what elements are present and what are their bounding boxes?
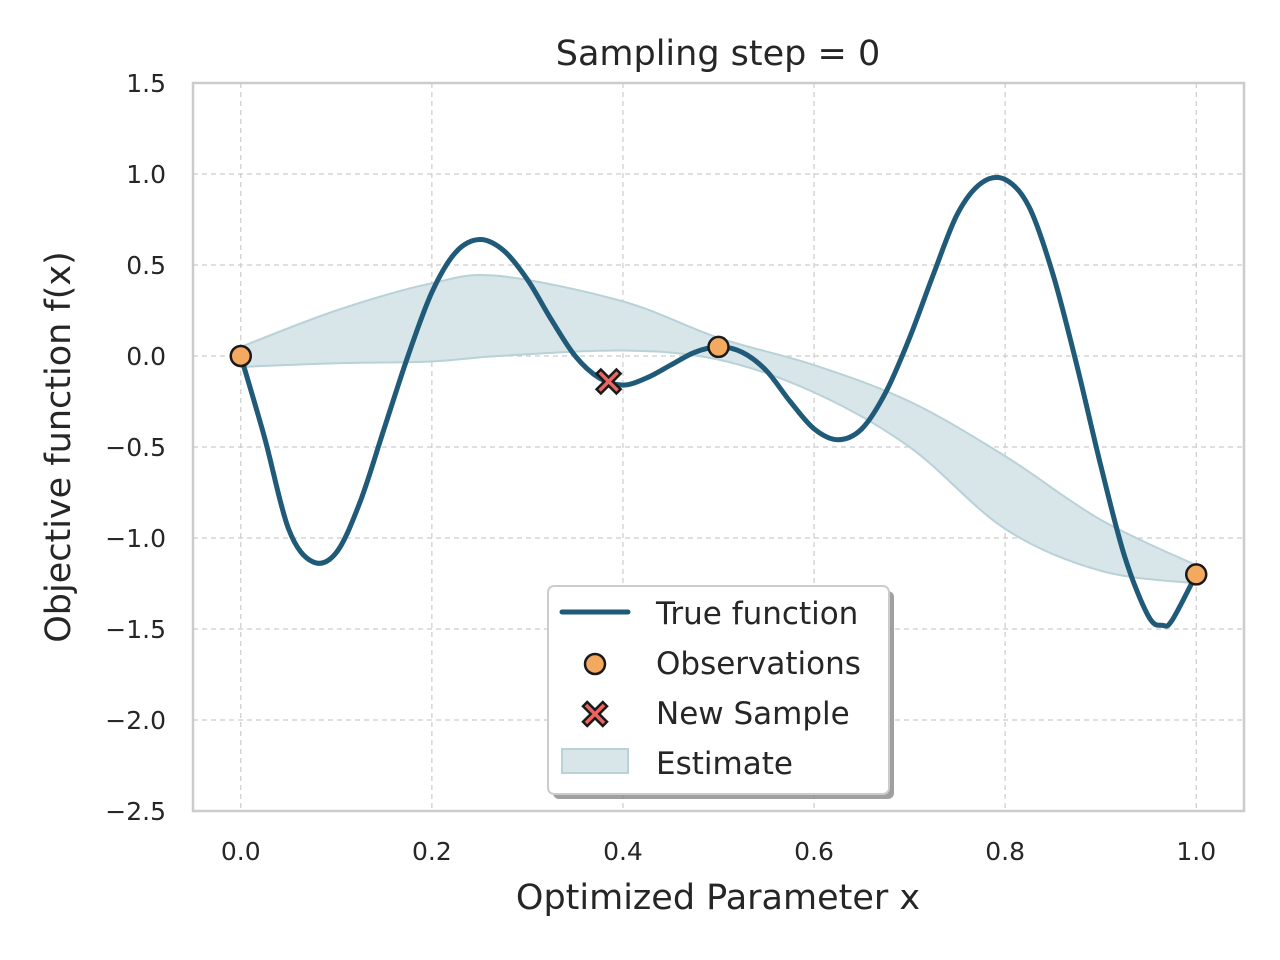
true-function-path (238, 174, 1199, 629)
x-tick-label: 0.0 (221, 837, 261, 866)
x-tick-label: 0.2 (412, 837, 452, 866)
legend-label: True function (655, 596, 858, 632)
legend-label: New Sample (656, 696, 850, 732)
x-tick-label: 0.6 (794, 837, 834, 866)
y-tick-label: −1.0 (105, 524, 166, 553)
legend-label: Observations (656, 646, 861, 682)
y-axis-label: Objective function f(x) (39, 251, 79, 643)
new-sample-marker (594, 367, 623, 396)
observation-point (229, 344, 253, 368)
y-tick-label: 1.5 (126, 69, 166, 98)
x-tick-label: 0.4 (603, 837, 643, 866)
legend-estimate-swatch (561, 748, 629, 774)
observation-point (1184, 563, 1208, 586)
x-tick-label: 1.0 (1176, 837, 1216, 866)
legend-observation-swatch (583, 652, 607, 676)
y-tick-label: −2.5 (105, 797, 166, 826)
plot-frame (191, 81, 1246, 813)
legend-new-sample-swatch (581, 700, 609, 728)
observation-point (707, 335, 730, 359)
x-ticks: 0.0 0.2 0.4 0.6 0.8 1.0 (221, 837, 1216, 866)
legend-label: Estimate (656, 746, 793, 782)
markers (229, 335, 1208, 586)
true-function-line (238, 174, 1199, 629)
y-tick-label: −2.0 (105, 706, 166, 735)
y-tick-label: −1.5 (105, 615, 166, 644)
legend: True function Observations New Sample Es… (547, 585, 894, 799)
y-tick-label: 1.0 (126, 160, 166, 189)
y-tick-label: 0.0 (126, 342, 166, 371)
chart-title: Sampling step = 0 (556, 34, 881, 74)
x-axis-label: Optimized Parameter x (516, 878, 920, 918)
y-tick-label: 0.5 (126, 251, 166, 280)
y-ticks: 1.5 1.0 0.5 0.0 −0.5 −1.0 −1.5 −2.0 −2.5 (105, 69, 166, 826)
x-tick-label: 0.8 (985, 837, 1025, 866)
y-tick-label: −0.5 (105, 433, 166, 462)
